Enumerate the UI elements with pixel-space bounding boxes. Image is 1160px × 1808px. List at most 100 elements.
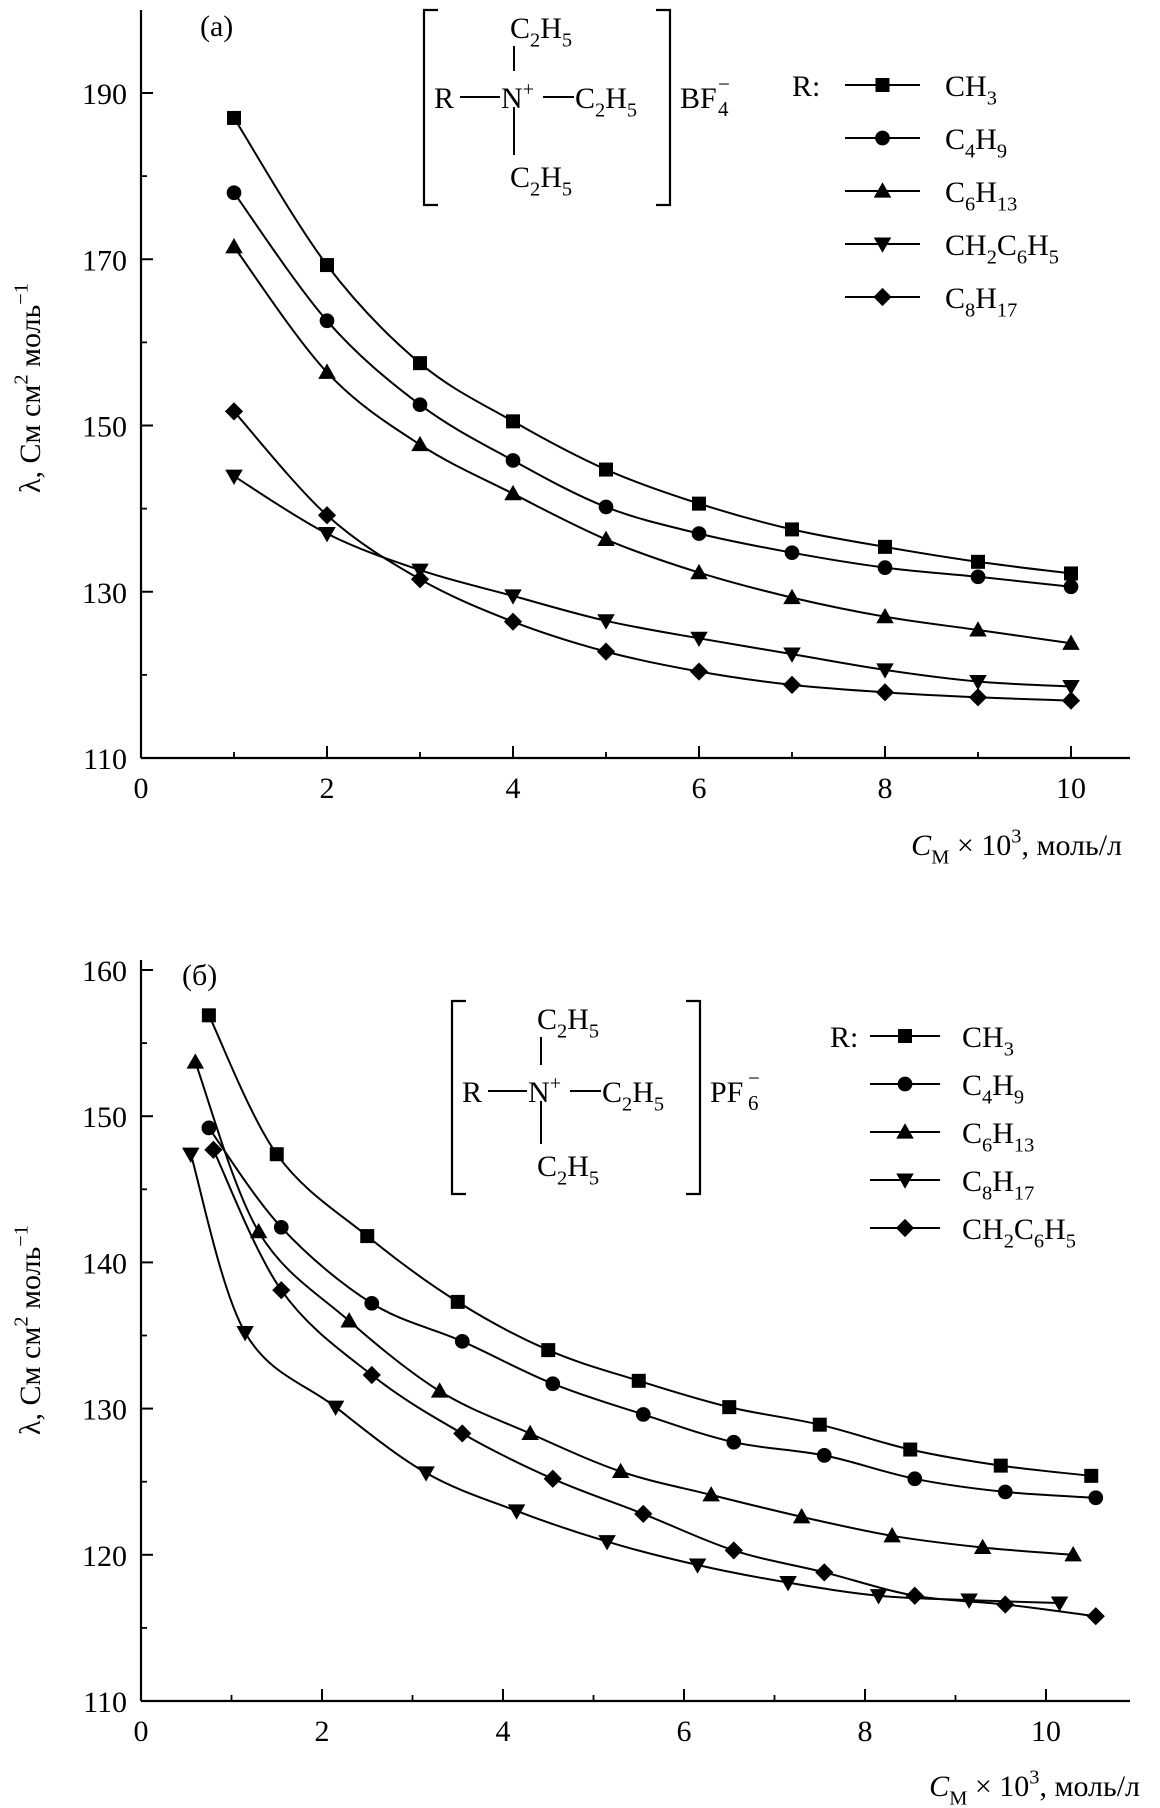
marker-square <box>541 1343 556 1358</box>
marker-diamond <box>1086 1607 1105 1626</box>
marker-triangle-down <box>597 614 615 630</box>
marker-circle <box>598 499 614 515</box>
formula-brackets <box>450 999 702 1196</box>
series-line <box>208 1127 1096 1499</box>
marker-square <box>722 1400 737 1415</box>
series-line <box>233 475 1072 688</box>
series-line <box>189 1153 1060 1604</box>
marker-circle <box>877 560 893 575</box>
marker-square <box>898 1029 912 1043</box>
series-line <box>233 117 1072 575</box>
marker-triangle-up <box>597 530 615 546</box>
marker-diamond <box>895 1218 915 1238</box>
marker-triangle-down <box>969 674 987 691</box>
marker-triangle-up <box>225 238 243 254</box>
y-tick-label: 170 <box>82 244 127 277</box>
marker-diamond <box>543 1469 562 1488</box>
formula-anion-charge: − <box>718 72 730 96</box>
right-bracket <box>686 999 702 1196</box>
marker-diamond <box>224 402 244 421</box>
marker-diamond <box>905 1586 924 1605</box>
formula-top-ethyl: C2H5 <box>510 12 572 51</box>
marker-triangle-up <box>340 1312 358 1328</box>
marker-circle <box>635 1407 651 1422</box>
series-1 <box>201 1008 1099 1483</box>
marker-square <box>506 414 520 429</box>
marker-circle <box>364 1295 380 1311</box>
marker-diamond <box>815 1563 834 1582</box>
marker-triangle-up <box>873 182 892 198</box>
series-1 <box>227 110 1078 581</box>
marker-square <box>269 1147 284 1162</box>
marker-diamond <box>410 570 430 589</box>
marker-triangle-down <box>896 1173 914 1189</box>
marker-triangle-up <box>896 1123 914 1139</box>
y-tick-label: 120 <box>82 1540 127 1573</box>
y-axis-label: λ, См см2 моль−1 <box>10 283 47 493</box>
marker-circle <box>997 1484 1013 1500</box>
marker-diamond <box>596 642 616 661</box>
marker-square <box>993 1458 1008 1473</box>
marker-diamond <box>724 1541 743 1560</box>
marker-diamond <box>204 1140 223 1159</box>
x-tick-label: 6 <box>677 1715 692 1748</box>
marker-square <box>1064 566 1078 581</box>
marker-circle <box>897 1076 913 1092</box>
marker-diamond <box>317 506 337 525</box>
marker-circle <box>726 1434 742 1450</box>
series-2 <box>226 185 1079 595</box>
marker-square <box>631 1373 646 1388</box>
y-axis-label: λ, См см2 моль−1 <box>10 1225 47 1435</box>
formula-brackets <box>422 8 672 207</box>
marker-square <box>360 1229 375 1244</box>
marker-triangle-up <box>430 1382 449 1398</box>
legend-label: C8H17 <box>962 1165 1034 1204</box>
marker-triangle-down <box>873 237 892 253</box>
formula-anion-sub: 6 <box>748 1091 759 1115</box>
legend-label: CH2C6H5 <box>945 229 1059 268</box>
marker-triangle-up <box>690 563 708 580</box>
left-bracket <box>422 8 438 207</box>
marker-triangle-down <box>225 469 243 485</box>
marker-diamond <box>1061 691 1081 710</box>
marker-circle <box>907 1471 923 1487</box>
series-2 <box>201 1120 1104 1506</box>
marker-triangle-down <box>236 1326 254 1342</box>
legend-entry: C8H17 <box>845 282 1017 321</box>
x-tick-label: 4 <box>506 772 521 805</box>
legend-entry: C4H9 <box>870 1069 1024 1108</box>
chart-panel-1: 0 2 4 6 8 10 110 130 150 170 190 CМ × 103, моль/л λ,… <box>10 8 1130 868</box>
marker-square <box>903 1442 918 1457</box>
marker-triangle-up <box>521 1424 539 1441</box>
formula-anion-charge: − <box>748 1066 760 1090</box>
marker-square <box>875 78 890 92</box>
x-tick-label: 0 <box>134 772 149 805</box>
marker-diamond <box>272 1281 291 1300</box>
marker-square <box>599 462 613 477</box>
marker-circle <box>970 569 986 585</box>
y-axis-label-group: λ, См см2 моль−1 <box>10 283 47 493</box>
legend-label: C4H9 <box>945 123 1007 162</box>
marker-triangle-up <box>876 607 894 624</box>
marker-triangle-up <box>883 1527 901 1543</box>
formula-anion-sub: 4 <box>718 97 729 121</box>
marker-diamond <box>875 683 895 702</box>
x-tick-label: 6 <box>692 772 707 805</box>
series-3 <box>186 1053 1082 1562</box>
y-axis-label-group: λ, См см2 моль−1 <box>10 1225 47 1435</box>
marker-triangle-down <box>690 631 708 648</box>
legend-entry: CH3 <box>845 70 997 109</box>
y-tick-label: 140 <box>82 1247 127 1280</box>
marker-circle <box>816 1448 832 1463</box>
series-4 <box>182 1147 1069 1612</box>
y-tick-label: 110 <box>83 1686 127 1719</box>
series-3 <box>225 238 1080 650</box>
marker-circle <box>226 185 242 201</box>
legend-entry: C4H9 <box>845 123 1007 162</box>
marker-diamond <box>968 688 988 707</box>
y-tick-label: 150 <box>82 1101 127 1134</box>
series-line <box>233 246 1072 645</box>
legend-label: CH3 <box>945 70 997 109</box>
formula-N: N+ <box>501 78 534 115</box>
